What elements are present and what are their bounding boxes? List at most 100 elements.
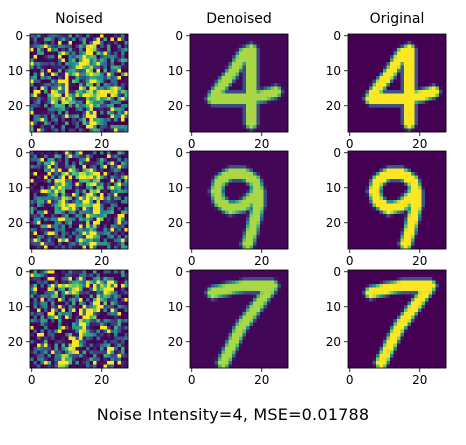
pixel xyxy=(256,83,261,87)
pixel xyxy=(242,83,247,87)
pixel xyxy=(114,111,118,115)
pixel xyxy=(75,280,80,285)
pixel xyxy=(246,41,250,45)
pixel xyxy=(86,69,90,73)
pixel xyxy=(110,168,115,173)
pixel xyxy=(100,203,104,208)
pixel xyxy=(372,104,377,108)
pixel xyxy=(103,72,108,77)
pixel xyxy=(260,245,264,250)
pixel xyxy=(107,245,111,250)
pixel xyxy=(47,294,52,299)
pixel xyxy=(386,107,391,112)
pixel xyxy=(267,189,271,194)
pixel xyxy=(425,51,429,56)
y-tick-label: 0 xyxy=(333,146,341,160)
pixel xyxy=(47,284,52,288)
pixel xyxy=(96,161,101,166)
pixel xyxy=(114,238,118,243)
pixel xyxy=(197,44,201,49)
pixel xyxy=(68,273,73,278)
pixel xyxy=(86,90,90,94)
pixel xyxy=(221,58,226,63)
pixel xyxy=(211,235,215,239)
pixel xyxy=(79,48,83,52)
pixel xyxy=(235,214,240,218)
pixel xyxy=(281,76,285,80)
pixel xyxy=(267,104,271,108)
pixel xyxy=(89,235,94,239)
pixel xyxy=(44,44,48,49)
pixel xyxy=(207,93,212,98)
pixel xyxy=(246,165,250,169)
pixel xyxy=(376,200,380,204)
pixel xyxy=(228,62,233,66)
pixel xyxy=(358,83,363,87)
pixel xyxy=(58,125,62,129)
pixel xyxy=(65,210,69,215)
pixel xyxy=(30,58,34,63)
pixel xyxy=(277,235,282,239)
pixel xyxy=(72,118,76,122)
pixel xyxy=(239,51,243,56)
pixel xyxy=(432,65,436,70)
pixel xyxy=(110,179,115,183)
pixel xyxy=(200,97,205,101)
pixel xyxy=(267,37,271,42)
pixel xyxy=(358,76,363,80)
pixel xyxy=(421,55,426,59)
pixel xyxy=(193,214,198,218)
pixel xyxy=(86,48,90,52)
pixel xyxy=(355,221,359,225)
pixel xyxy=(383,161,387,166)
pixel xyxy=(256,217,261,222)
pixel xyxy=(439,207,443,211)
pixel xyxy=(30,55,34,59)
pixel xyxy=(263,207,268,211)
pixel xyxy=(100,189,104,194)
pixel xyxy=(414,125,419,129)
pixel xyxy=(207,172,212,176)
pixel xyxy=(393,175,398,180)
pixel xyxy=(256,34,261,38)
pixel xyxy=(103,245,108,250)
pixel xyxy=(211,111,215,115)
pixel xyxy=(393,207,398,211)
pixel xyxy=(428,186,433,190)
pixel xyxy=(211,121,215,126)
pixel xyxy=(197,200,201,204)
pixel xyxy=(79,76,83,80)
pixel xyxy=(414,100,419,105)
pixel xyxy=(246,37,250,42)
pixel xyxy=(37,97,41,101)
pixel xyxy=(270,235,275,239)
pixel xyxy=(207,196,212,201)
pixel xyxy=(44,228,48,232)
pixel xyxy=(267,210,271,215)
pixel xyxy=(214,58,219,63)
pixel xyxy=(239,37,243,42)
pixel xyxy=(379,118,384,122)
pixel xyxy=(397,172,401,176)
pixel xyxy=(260,107,264,112)
pixel xyxy=(68,79,73,84)
pixel xyxy=(365,168,370,173)
pixel xyxy=(211,69,215,73)
pixel xyxy=(246,217,250,222)
pixel xyxy=(103,118,108,122)
pixel xyxy=(274,104,278,108)
pixel xyxy=(270,172,275,176)
pixel xyxy=(82,182,87,187)
pixel xyxy=(393,118,398,122)
pixel xyxy=(54,154,59,159)
pixel xyxy=(383,168,387,173)
pixel xyxy=(400,44,405,49)
pixel xyxy=(284,154,289,159)
pixel xyxy=(37,58,41,63)
pixel xyxy=(225,48,229,52)
pixel xyxy=(89,161,94,166)
pixel xyxy=(411,44,415,49)
pixel xyxy=(256,114,261,119)
pixel xyxy=(193,93,198,98)
pixel xyxy=(68,270,73,274)
